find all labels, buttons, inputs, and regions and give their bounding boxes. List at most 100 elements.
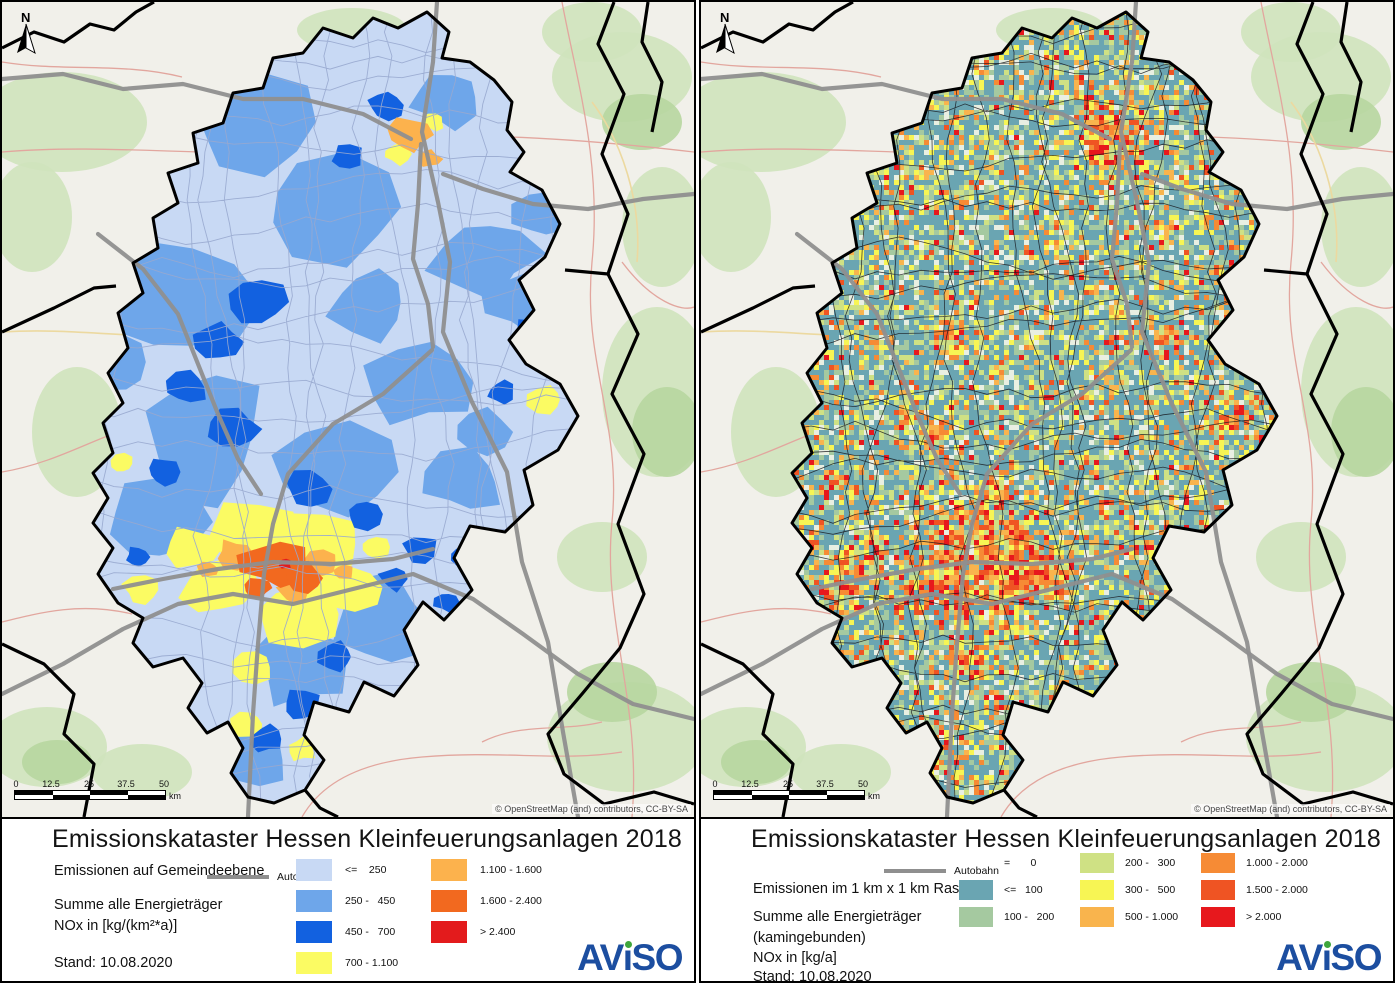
- attribution: © OpenStreetMap (and) contributors, CC-B…: [1191, 804, 1390, 814]
- legend-column: <= 250 250 - 450 450 - 700 700 - 1.100: [296, 859, 405, 974]
- legend-swatch: [1201, 880, 1235, 900]
- legend-item: = 0: [959, 853, 1064, 873]
- legend-raster: Emissionskataster Hessen Kleinfeuerungsa…: [699, 817, 1395, 985]
- legend-item: > 2.000: [1201, 907, 1308, 927]
- legend-column: = 0 <= 100 100 - 200: [959, 853, 1064, 927]
- legend-label: <= 250: [345, 864, 387, 876]
- legend-swatch: [1201, 907, 1235, 927]
- legend-swatch: [959, 880, 993, 900]
- legend-swatches: = 0 <= 100 100 - 200 200 - 300 300 - 500 500 …: [959, 853, 1308, 927]
- legend-swatches: <= 250 250 - 450 450 - 700 700 - 1.100 1.100…: [296, 859, 542, 974]
- map-canvas-gemeindeebene[interactable]: [2, 2, 694, 817]
- legend-item: 300 - 500: [1080, 880, 1185, 900]
- legend-swatch: [296, 921, 332, 943]
- legend-item: 700 - 1.100: [296, 952, 405, 974]
- legend-item: 100 - 200: [959, 907, 1064, 927]
- legend-label: > 2.000: [1246, 911, 1282, 923]
- scale-tick: 12.5: [741, 779, 759, 789]
- legend-label: 1.500 - 2.000: [1246, 884, 1308, 896]
- legend-swatch: [431, 890, 467, 912]
- legend-label: 200 - 300: [1125, 857, 1176, 869]
- aviso-logo: AVıSO: [577, 937, 683, 979]
- north-arrow: N: [714, 10, 748, 61]
- legend-item: 500 - 1.000: [1080, 907, 1185, 927]
- scale-tick: 50: [857, 779, 869, 789]
- autobahn-key: Autobahn: [884, 865, 999, 877]
- legend-swatch: [296, 859, 332, 881]
- legend-swatch: [959, 907, 993, 927]
- scale-tick: 50: [158, 779, 170, 789]
- map-gemeindeebene[interactable]: N 0 12.5 25 37.5 50 km © OpenStreetMap (…: [0, 0, 696, 819]
- legend-label: = 0: [1004, 857, 1037, 869]
- scale-bar: 0 12.5 25 37.5 50 km: [712, 779, 891, 803]
- legend-title: Emissionskataster Hessen Kleinfeuerungsa…: [751, 825, 1382, 853]
- legend-label: 500 - 1.000: [1125, 911, 1179, 923]
- scale-tick: 0: [13, 779, 19, 789]
- scale-unit: km: [868, 791, 880, 801]
- legend-label: 1.600 - 2.400: [480, 895, 542, 907]
- legend-swatch: [1201, 853, 1235, 873]
- legend-label: > 2.400: [480, 926, 516, 938]
- legend-swatch: [296, 952, 332, 974]
- scale-tick: 12.5: [42, 779, 60, 789]
- map-raster[interactable]: N 0 12.5 25 37.5 50 km © OpenStreetMap (…: [699, 0, 1395, 819]
- legend-description: Summe alle Energieträger (kamingebunden)…: [753, 909, 922, 967]
- north-arrow-icon: [716, 23, 735, 55]
- legend-label: 450 - 700: [345, 926, 396, 938]
- legend-item: <= 250: [296, 859, 405, 881]
- legend-item: 450 - 700: [296, 921, 405, 943]
- legend-title: Emissionskataster Hessen Kleinfeuerungsa…: [52, 825, 683, 853]
- scale-tick: 37.5: [816, 779, 834, 789]
- stand-date: Stand: 10.08.2020: [753, 968, 872, 985]
- legend-swatch: [1080, 853, 1114, 873]
- north-label: N: [720, 10, 730, 25]
- panel-gemeindeebene: N 0 12.5 25 37.5 50 km © OpenStreetMap (…: [0, 0, 696, 983]
- legend-item: 1.500 - 2.000: [1201, 880, 1308, 900]
- legend-column: 200 - 300 300 - 500 500 - 1.000: [1080, 853, 1185, 927]
- panel-raster: N 0 12.5 25 37.5 50 km © OpenStreetMap (…: [699, 0, 1395, 985]
- legend-item: 1.100 - 1.600: [431, 859, 542, 881]
- map-canvas-raster[interactable]: [701, 2, 1393, 817]
- legend-label: 300 - 500: [1125, 884, 1176, 896]
- legend-item: 250 - 450: [296, 890, 405, 912]
- legend-label: 700 - 1.100: [345, 957, 399, 969]
- legend-item: <= 100: [959, 880, 1064, 900]
- scale-tick: 37.5: [117, 779, 135, 789]
- legend-label: 100 - 200: [1004, 911, 1055, 923]
- autobahn-label: Autobahn: [954, 865, 999, 877]
- north-arrow: N: [15, 10, 49, 61]
- legend-gemeindeebene: Emissionskataster Hessen Kleinfeuerungsa…: [0, 817, 696, 983]
- scale-unit: km: [169, 791, 181, 801]
- legend-swatch: [296, 890, 332, 912]
- legend-item: 1.600 - 2.400: [431, 890, 542, 912]
- legend-label: <= 100: [1004, 884, 1043, 896]
- legend-item: 1.000 - 2.000: [1201, 853, 1308, 873]
- legend-swatch: [959, 853, 993, 873]
- legend-column: 1.000 - 2.000 1.500 - 2.000 > 2.000: [1201, 853, 1308, 927]
- legend-label: 1.000 - 2.000: [1246, 857, 1308, 869]
- legend-label: 250 - 450: [345, 895, 396, 907]
- legend-swatch: [431, 859, 467, 881]
- legend-label: 1.100 - 1.600: [480, 864, 542, 876]
- attribution: © OpenStreetMap (and) contributors, CC-B…: [492, 804, 691, 814]
- autobahn-line-icon: [207, 875, 269, 879]
- legend-item: > 2.400: [431, 921, 542, 943]
- scale-tick: 25: [83, 779, 95, 789]
- legend-description: Summe alle Energieträger NOx in [kg/(km²…: [54, 897, 223, 934]
- scale-bar-segments: [14, 790, 166, 800]
- scale-bar-segments: [713, 790, 865, 800]
- aviso-logo: AVıSO: [1276, 937, 1382, 979]
- legend-text-block: Emissionen im 1 km x 1 km Raster Summe a…: [753, 863, 977, 985]
- legend-swatch: [431, 921, 467, 943]
- autobahn-line-icon: [884, 869, 946, 873]
- north-label: N: [21, 10, 31, 25]
- legend-column: 1.100 - 1.600 1.600 - 2.400 > 2.400: [431, 859, 542, 974]
- stand-date: Stand: 10.08.2020: [54, 955, 173, 971]
- north-arrow-icon: [17, 23, 36, 55]
- legend-swatch: [1080, 907, 1114, 927]
- legend-subtitle: Emissionen im 1 km x 1 km Raster: [753, 881, 977, 897]
- legend-swatch: [1080, 880, 1114, 900]
- legend-item: 200 - 300: [1080, 853, 1185, 873]
- scale-bar: 0 12.5 25 37.5 50 km: [13, 779, 192, 803]
- scale-tick: 0: [712, 779, 718, 789]
